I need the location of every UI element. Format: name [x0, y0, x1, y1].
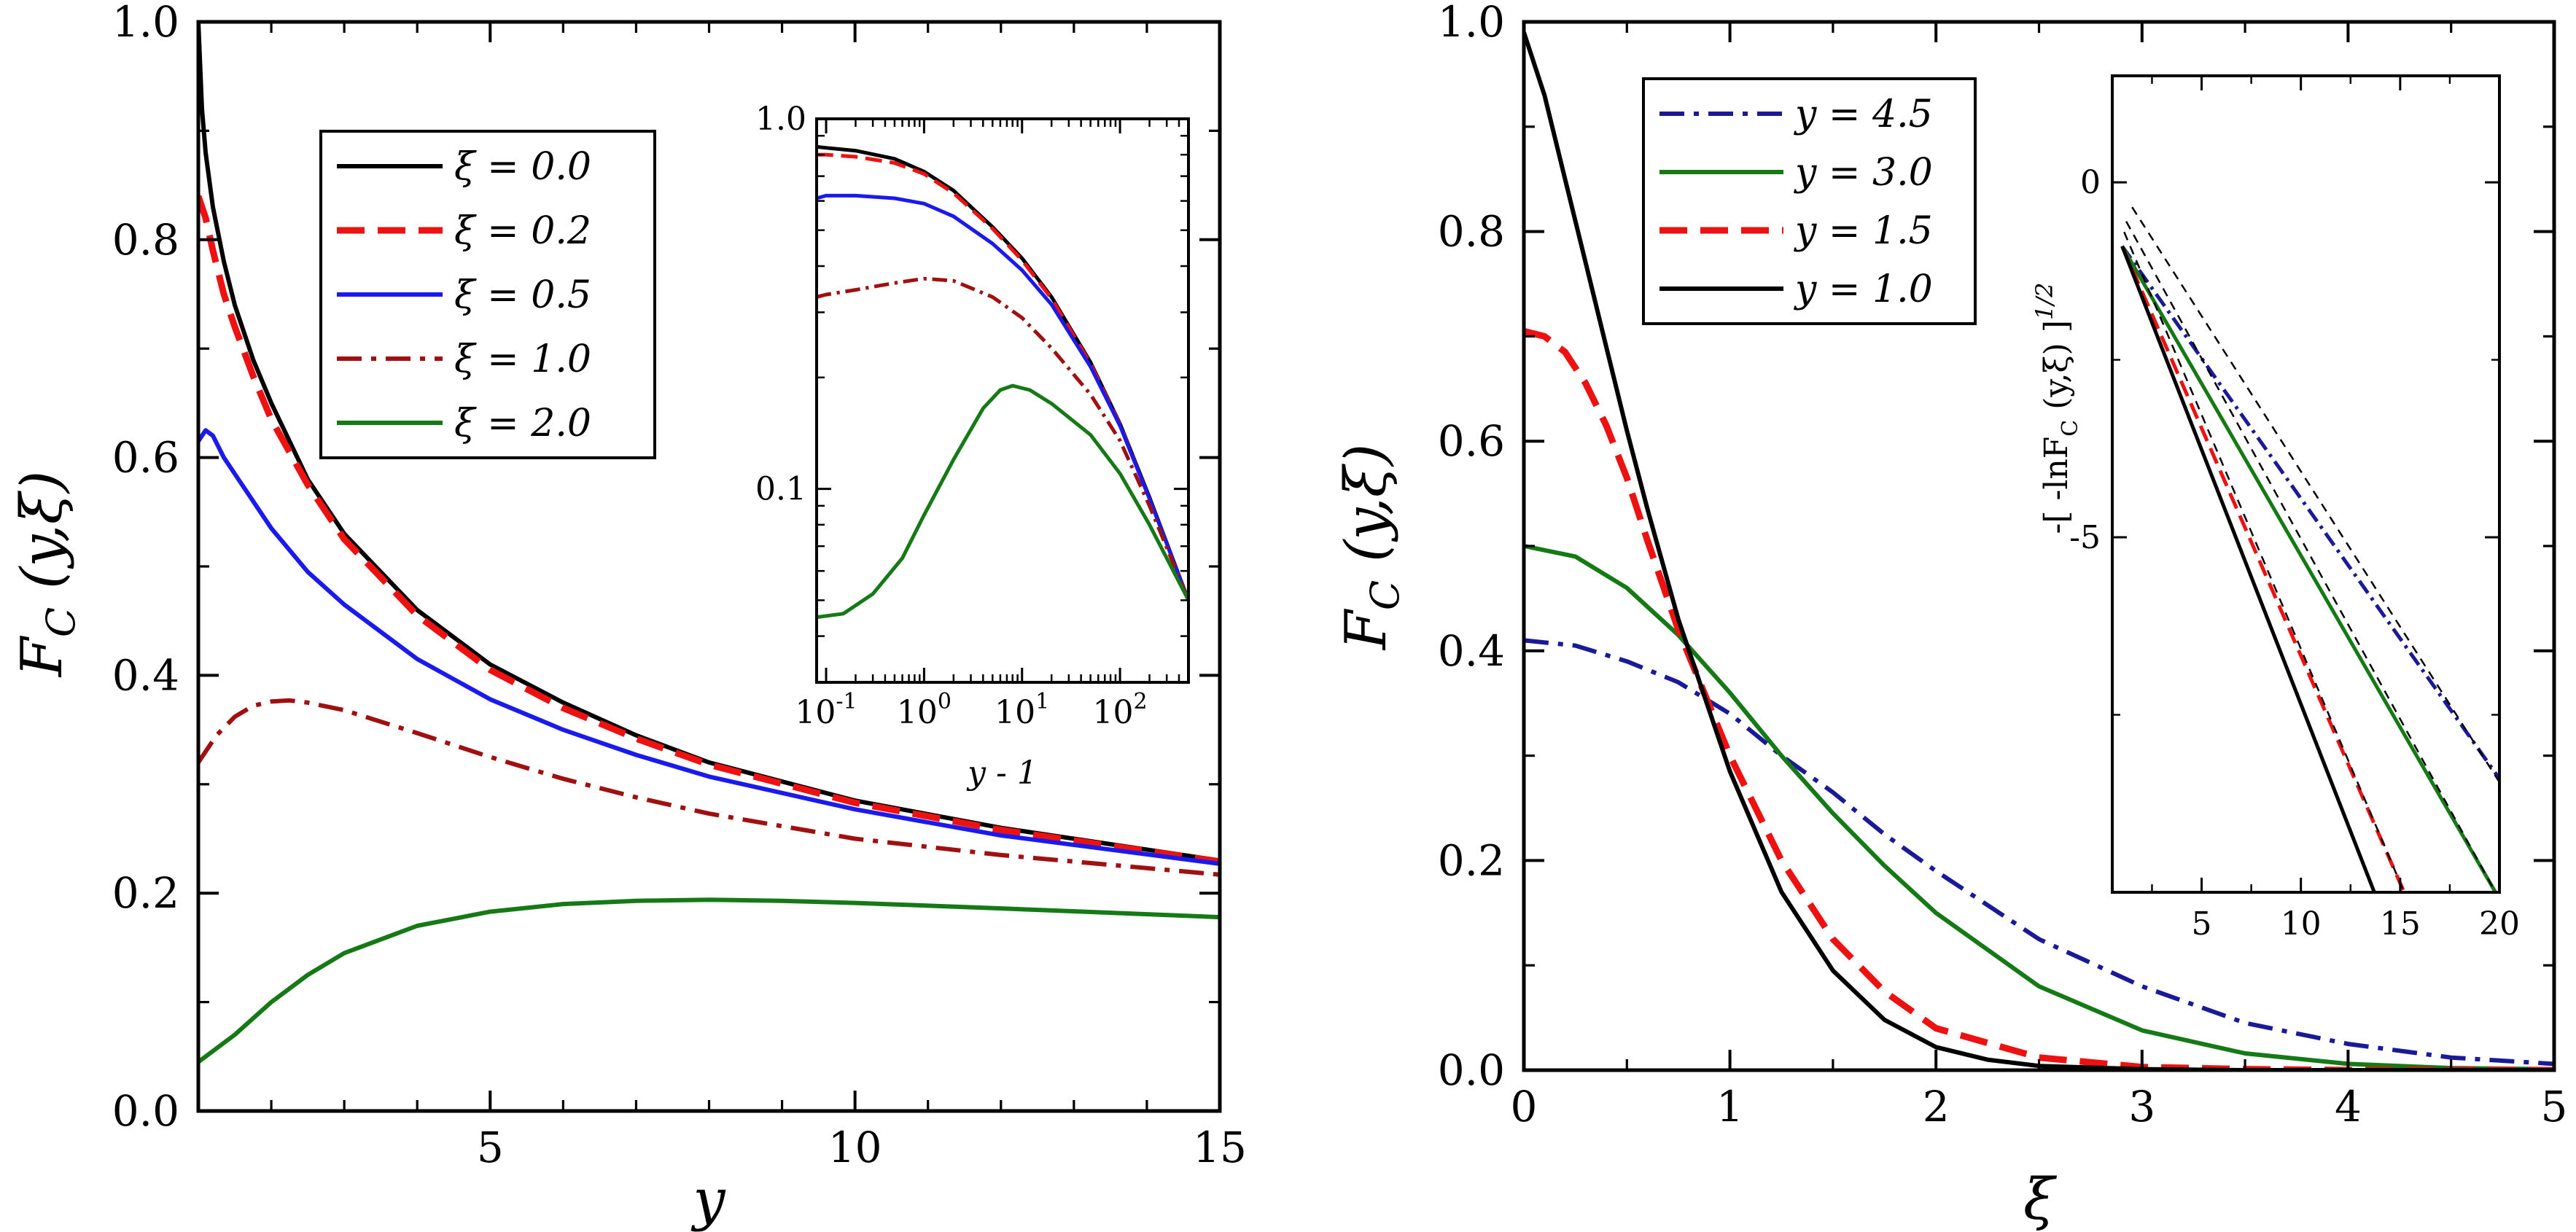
x-tick-label: 4 — [2335, 1082, 2362, 1131]
x-tick-label-exp: 2 — [1134, 689, 1148, 714]
x-tick-label-exp: -1 — [836, 689, 857, 714]
x-tick-label: 0 — [1511, 1082, 1538, 1131]
x-tick-label: 3 — [2128, 1082, 2155, 1131]
y-tick-label: 0.2 — [1438, 835, 1505, 885]
y-tick-label: 0.4 — [112, 650, 179, 700]
x-axis-title: y - 1 — [966, 755, 1038, 792]
y-axis-title-main: F — [1334, 608, 1399, 651]
series-line--0-5 — [198, 428, 1220, 866]
x-tick-label-base: 10 — [1093, 694, 1134, 731]
series-line--2-0 — [817, 383, 1188, 620]
x-tick-label: 15 — [2380, 905, 2421, 943]
x-tick-label: 101 — [995, 689, 1049, 731]
y-axis-title: -[ -lnFC (y,ξ) ]1/2 — [2031, 282, 2083, 534]
x-tick-label: 5 — [2541, 1082, 2568, 1131]
x-tick-label: 15 — [1193, 1123, 1247, 1172]
inset-background — [817, 119, 1188, 682]
legend-label: ξ = 2.0 — [454, 402, 591, 445]
legend-box — [1642, 77, 1977, 325]
y-tick-label: 0.8 — [1438, 207, 1505, 257]
series-group — [198, 22, 1220, 1064]
y-axis-title-rest: (y,ξ) — [9, 471, 75, 607]
y-tick-label: 1.0 — [112, 0, 179, 47]
series-line-y-1-5 — [2120, 245, 2406, 892]
left-inset-frame — [815, 117, 1190, 684]
y-tick-label: 1.0 — [755, 101, 806, 138]
x-axis-title: ξ — [2023, 1167, 2058, 1232]
series-line-y-1-5 — [1524, 327, 2554, 1070]
legend-label: y = 1.5 — [1794, 209, 1933, 253]
legend-label: y = 4.5 — [1794, 93, 1933, 136]
x-axis-title: y — [690, 1167, 725, 1232]
x-tick-label: 1 — [1716, 1082, 1743, 1131]
series-line-asymptote-y-1-5 — [2123, 231, 2405, 892]
y-tick-label: 0.0 — [1438, 1045, 1505, 1095]
y-axis-title-part-a: -[ -lnF — [2038, 437, 2075, 534]
legend-label: y = 3.0 — [1794, 151, 1933, 195]
y-tick-label: 0.6 — [112, 433, 179, 483]
y-tick-label: 0.2 — [112, 868, 179, 918]
inset-background — [2112, 76, 2499, 892]
y-axis-title-rest: (y,ξ) — [1334, 444, 1399, 580]
series-line-y-1-0 — [2120, 245, 2376, 892]
right-inset-frame — [2111, 74, 2501, 894]
y-tick-label: 0 — [2080, 164, 2101, 201]
series-line--0-5 — [817, 193, 1188, 601]
legend-label: ξ = 0.5 — [454, 273, 591, 317]
x-tick-label: 10-1 — [795, 689, 857, 731]
y-tick-label: 0.0 — [112, 1086, 179, 1136]
x-tick-label: 20 — [2479, 905, 2520, 943]
y-axis-title: FC (y,ξ) — [9, 471, 84, 679]
series-line-y-3-0 — [2120, 245, 2497, 892]
series-line--0-2 — [817, 152, 1188, 601]
x-tick-label: 2 — [1923, 1082, 1950, 1131]
x-tick-label-base: 10 — [795, 694, 836, 731]
y-tick-label: -5 — [2069, 519, 2101, 556]
y-tick-label: 0.1 — [755, 471, 806, 508]
y-tick-label: 0.6 — [1438, 416, 1505, 466]
legend-label: ξ = 0.2 — [454, 209, 591, 253]
series-line-asymptote-y-4-5 — [2131, 206, 2499, 783]
series-group — [817, 144, 1188, 620]
x-tick-label-exp: 1 — [1035, 689, 1049, 714]
legend-label: ξ = 0.0 — [454, 145, 591, 189]
y-axis-title-main: F — [9, 635, 75, 678]
series-line-y-4-5 — [1524, 638, 2554, 1067]
chart-right-inset: 5 10 15 20 0 -5-[ -lnFC (y,ξ) ]1/2 — [2031, 74, 2520, 943]
x-tick-label: 100 — [897, 689, 952, 731]
y-axis-title: FC (y,ξ) — [1334, 444, 1408, 652]
x-tick-label: 5 — [477, 1123, 504, 1172]
legend-label: y = 1.0 — [1794, 268, 1933, 311]
y-axis-title-sub: C — [1362, 580, 1408, 610]
y-axis-title-sub: C — [38, 607, 84, 637]
series-line-asymptote-y-3-0 — [2125, 221, 2497, 892]
x-tick-label: 5 — [2192, 905, 2212, 943]
y-axis-title-sup: 1/2 — [2031, 282, 2058, 320]
x-tick-label: 102 — [1093, 689, 1148, 731]
y-tick-label: 0.4 — [1438, 626, 1505, 676]
y-tick-label: 0.8 — [112, 215, 179, 265]
series-line-y-4-5 — [2120, 245, 2499, 780]
series-line--0-2 — [198, 195, 1220, 865]
series-group — [2120, 206, 2499, 892]
y-tick-label: 1.0 — [1438, 0, 1505, 47]
x-tick-label-base: 10 — [897, 694, 938, 731]
y-axis-title-sub: C — [2058, 420, 2083, 437]
x-tick-label-base: 10 — [995, 694, 1035, 731]
x-tick-label: 10 — [2281, 905, 2322, 943]
series-line--2-0 — [198, 897, 1220, 1064]
legend-label: ξ = 1.0 — [454, 338, 591, 381]
x-tick-label: 10 — [828, 1123, 882, 1172]
y-axis-title-part-b: (y,ξ) ] — [2038, 320, 2075, 420]
x-tick-label-exp: 0 — [938, 689, 952, 714]
series-line--1-0 — [198, 698, 1220, 877]
series-line-y-3-0 — [1524, 544, 2554, 1070]
series-line--1-0 — [817, 276, 1188, 601]
